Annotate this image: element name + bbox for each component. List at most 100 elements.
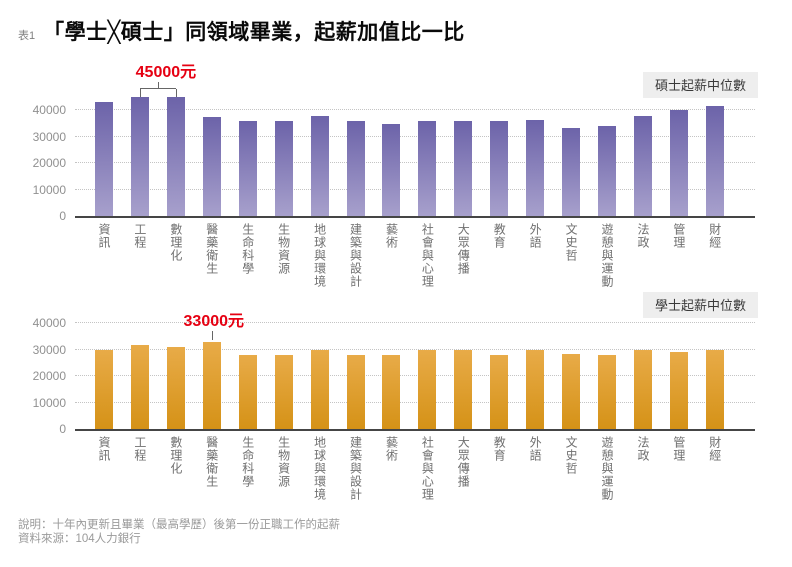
category-label-資訊: 資訊 <box>86 223 122 305</box>
bar-遊憩與運動 <box>598 355 617 429</box>
bar-生命科學 <box>238 355 257 429</box>
category-label-生命科學: 生命科學 <box>230 436 266 518</box>
category-label-資訊: 資訊 <box>86 436 122 518</box>
y-axis-tick-30000: 30000 <box>32 342 66 357</box>
category-label-教育: 教育 <box>481 436 517 518</box>
bar-醫藥衛生 <box>202 341 221 429</box>
category-label-text: 外語 <box>528 436 543 462</box>
bachelor-chart-plot: 0 10000 20000 30000 40000 33000元 <box>33 299 755 436</box>
annotation-line <box>157 82 159 89</box>
category-label-text: 教育 <box>492 223 507 249</box>
y-axis-tick-40000: 40000 <box>32 103 66 118</box>
bar-數理化 <box>166 97 185 216</box>
category-label-醫藥衛生: 醫藥衛生 <box>194 223 230 305</box>
bar-工程 <box>130 344 149 429</box>
category-label-大眾傳播: 大眾傳播 <box>445 223 481 305</box>
y-axis-tick-10000: 10000 <box>32 182 66 197</box>
bar-生物資源 <box>274 355 293 429</box>
gridline-20000 <box>75 375 755 377</box>
category-label-外語: 外語 <box>517 436 553 518</box>
category-label-text: 財經 <box>707 436 722 462</box>
annotation-value-label: 45000元 <box>135 64 197 82</box>
gridline-10000 <box>75 401 755 403</box>
y-axis-tick-20000: 20000 <box>32 369 66 384</box>
bar-管理 <box>669 110 688 216</box>
category-label-文史哲: 文史哲 <box>553 436 589 518</box>
category-label-text: 生物資源 <box>276 223 291 275</box>
bar-數理化 <box>166 347 185 429</box>
bar-資訊 <box>95 349 113 429</box>
category-label-text: 工程 <box>132 223 147 249</box>
category-label-數理化: 數理化 <box>158 223 194 305</box>
category-label-地球與環境: 地球與環境 <box>302 223 338 305</box>
footer: 說明：十年內更新且畢業（最高學歷）後第一份正職工作的起薪 資料來源：104人力銀… <box>18 518 340 546</box>
category-label-管理: 管理 <box>661 436 697 518</box>
bar-醫藥衛生 <box>202 117 221 216</box>
category-label-數理化: 數理化 <box>158 436 194 518</box>
category-label-遊憩與運動: 遊憩與運動 <box>589 436 625 518</box>
category-label-社會與心理: 社會與心理 <box>409 223 445 305</box>
gridline-10000 <box>75 188 755 190</box>
category-label-地球與環境: 地球與環境 <box>302 436 338 518</box>
category-label-生物資源: 生物資源 <box>266 436 302 518</box>
category-label-text: 外語 <box>528 223 543 249</box>
category-label-法政: 法政 <box>625 436 661 518</box>
annotation-line <box>175 89 177 98</box>
bar-生命科學 <box>238 120 257 216</box>
page-title: 「學士╳碩士」同領域畢業，起薪加值比一比 <box>43 21 465 44</box>
bar-資訊 <box>95 102 113 216</box>
legend-bachelor: 學士起薪中位數 <box>642 292 758 318</box>
category-label-text: 大眾傳播 <box>456 223 471 275</box>
category-label-text: 文史哲 <box>564 223 579 262</box>
bar-文史哲 <box>562 353 581 429</box>
bar-外語 <box>526 119 545 216</box>
category-label-text: 社會與心理 <box>420 436 435 501</box>
category-label-text: 財經 <box>707 223 722 249</box>
category-label-text: 文史哲 <box>564 436 579 475</box>
category-label-教育: 教育 <box>481 223 517 305</box>
bar-生物資源 <box>274 120 293 216</box>
gridline-20000 <box>75 162 755 164</box>
bar-工程 <box>130 97 149 216</box>
master-chart-category-axis: 資訊 工程 數理化 醫藥衛生 生命科學 生物資源 地球與環境 建築與設計 藝術 社會與心理 大眾傳播… <box>75 223 755 305</box>
category-label-text: 建築與設計 <box>348 223 363 288</box>
bar-大眾傳播 <box>454 349 473 429</box>
category-label-text: 數理化 <box>168 436 183 475</box>
category-label-text: 資訊 <box>97 436 111 462</box>
category-label-管理: 管理 <box>661 223 697 305</box>
category-label-遊憩與運動: 遊憩與運動 <box>589 223 625 305</box>
category-label-text: 法政 <box>635 436 650 462</box>
y-axis-tick-0: 0 <box>59 422 66 436</box>
category-label-text: 醫藥衛生 <box>204 223 219 275</box>
category-label-建築與設計: 建築與設計 <box>338 436 374 518</box>
category-label-text: 醫藥衛生 <box>204 436 219 488</box>
annotation-line <box>139 89 141 98</box>
y-axis-tick-20000: 20000 <box>32 156 66 171</box>
category-label-text: 生命科學 <box>240 436 255 488</box>
category-label-text: 工程 <box>132 436 147 462</box>
category-label-生物資源: 生物資源 <box>266 223 302 305</box>
footnote: 說明：十年內更新且畢業（最高學歷）後第一份正職工作的起薪 <box>18 519 340 531</box>
bar-管理 <box>669 352 688 429</box>
category-label-財經: 財經 <box>697 436 733 518</box>
category-label-藝術: 藝術 <box>373 436 409 518</box>
category-label-text: 社會與心理 <box>420 223 435 288</box>
category-label-社會與心理: 社會與心理 <box>409 436 445 518</box>
gridline-30000 <box>75 135 755 137</box>
y-axis-tick-40000: 40000 <box>32 316 66 331</box>
category-label-text: 生命科學 <box>240 223 255 275</box>
y-axis-tick-10000: 10000 <box>32 395 66 410</box>
category-label-text: 地球與環境 <box>312 436 327 501</box>
gridline-40000 <box>75 109 755 111</box>
category-label-text: 管理 <box>671 436 686 462</box>
category-label-text: 藝術 <box>384 223 399 249</box>
category-label-工程: 工程 <box>122 223 158 305</box>
category-label-text: 管理 <box>671 223 686 249</box>
gridline-40000 <box>75 322 755 324</box>
legend-master-label: 碩士起薪中位數 <box>654 78 746 93</box>
bar-建築與設計 <box>346 120 365 216</box>
bar-藝術 <box>382 123 401 216</box>
category-label-生命科學: 生命科學 <box>230 223 266 305</box>
bar-法政 <box>633 115 652 216</box>
